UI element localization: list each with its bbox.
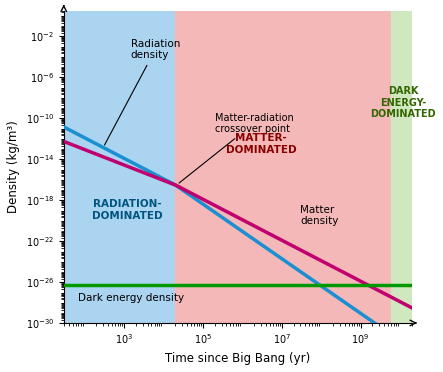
Y-axis label: Density (kg/m³): Density (kg/m³) xyxy=(7,121,20,213)
Text: Matter
density: Matter density xyxy=(300,205,339,227)
Text: MATTER-
DOMINATED: MATTER- DOMINATED xyxy=(225,133,296,155)
Bar xyxy=(175,10,391,323)
Text: DARK
ENERGY-
DOMINATED: DARK ENERGY- DOMINATED xyxy=(370,86,436,119)
Bar xyxy=(64,10,175,323)
Text: Dark energy density: Dark energy density xyxy=(78,293,184,302)
Bar xyxy=(391,10,424,323)
Text: Radiation
density: Radiation density xyxy=(105,39,180,145)
X-axis label: Time since Big Bang (yr): Time since Big Bang (yr) xyxy=(165,352,311,365)
Text: RADIATION-
DOMINATED: RADIATION- DOMINATED xyxy=(92,199,162,221)
Text: Matter-radiation
crossover point: Matter-radiation crossover point xyxy=(179,113,293,183)
